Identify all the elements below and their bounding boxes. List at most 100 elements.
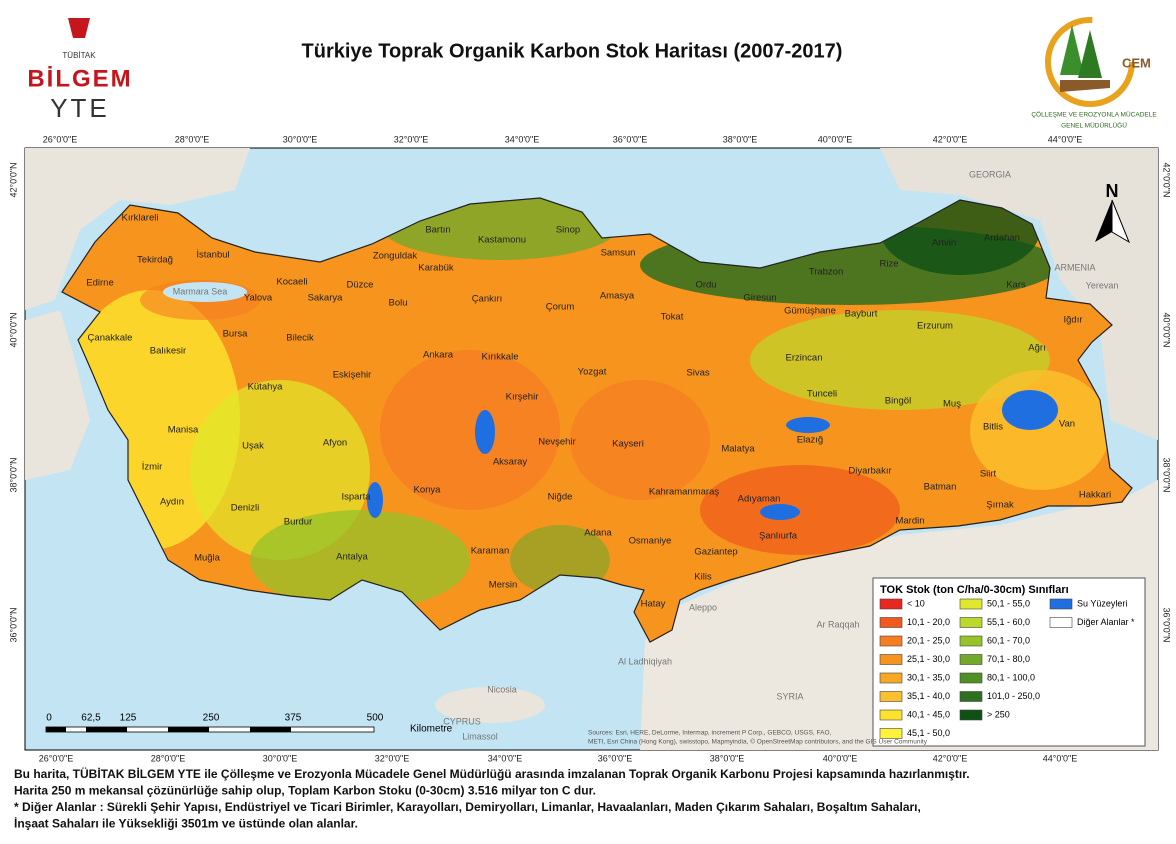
province-label: Elazığ [797, 435, 823, 446]
province-label: Balıkesir [150, 346, 186, 357]
map-sources: METI, Esri China (Hong Kong), swisstopo,… [588, 738, 928, 746]
legend-swatch [959, 635, 983, 647]
scale-label: 500 [367, 713, 384, 724]
longitude-label: 32°0'0"E [375, 753, 410, 763]
province-label: Kocaeli [276, 277, 307, 288]
province-label: Kayseri [612, 439, 644, 450]
greece-land [25, 310, 90, 480]
caucasus-land [880, 148, 1158, 440]
footer-line: * Diğer Alanlar : Sürekli Şehir Yapısı, … [14, 800, 921, 814]
province-label: Hatay [641, 599, 666, 610]
legend-swatch [959, 672, 983, 684]
province-label: Malatya [721, 444, 755, 455]
province-label: Yalova [244, 293, 273, 304]
province-label: Karabük [418, 263, 454, 274]
legend-swatch [1049, 598, 1073, 610]
province-label: Kırıkkale [482, 352, 519, 363]
province-label: Çankırı [472, 294, 503, 305]
legend-label: 35,1 - 40,0 [907, 691, 950, 701]
balkans-land [25, 148, 250, 310]
longitude-label: 42°0'0"E [933, 753, 968, 763]
scale-label: 125 [120, 713, 137, 724]
longitude-label: 28°0'0"E [175, 134, 210, 144]
legend-label: 70,1 - 80,0 [987, 654, 1030, 664]
marmara-sea [163, 282, 247, 302]
province-label: Şanlıurfa [759, 531, 798, 542]
province-label: Gaziantep [694, 547, 737, 558]
province-label: Karaman [471, 546, 510, 557]
province-label: Hakkari [1079, 490, 1111, 501]
longitude-label: 44°0'0"E [1048, 134, 1083, 144]
north-arrow: N [1095, 181, 1131, 244]
cyprus-land [435, 687, 545, 723]
legend-swatch [959, 598, 983, 610]
province-label: Mardin [895, 516, 924, 527]
province-label: Düzce [347, 280, 374, 291]
longitude-label: 38°0'0"E [710, 753, 745, 763]
province-label: İzmir [142, 462, 163, 473]
soc-patch [570, 380, 710, 500]
salt-lake [475, 410, 495, 454]
scale-label: 250 [203, 713, 220, 724]
legend-label: 10,1 - 20,0 [907, 617, 950, 627]
legend-label: 80,1 - 100,0 [987, 672, 1035, 682]
province-label: Tunceli [807, 389, 837, 400]
longitude-label: 32°0'0"E [394, 134, 429, 144]
legend-label: 25,1 - 30,0 [907, 654, 950, 664]
province-label: Ağrı [1028, 343, 1045, 354]
province-label: Uşak [242, 441, 264, 452]
province-label: Giresun [743, 293, 776, 304]
scale-label: 62,5 [81, 713, 101, 724]
province-label: Trabzon [809, 267, 844, 278]
province-label: Kırşehir [506, 392, 539, 403]
province-label: Kahramanmaraş [649, 487, 719, 498]
legend-box [872, 577, 1146, 747]
logo-org: TÜBİTAK [62, 51, 96, 60]
province-label: Aksaray [493, 457, 528, 468]
province-label: Van [1059, 419, 1075, 430]
place-label: Aleppo [689, 602, 717, 612]
province-label: Kilis [694, 572, 712, 583]
province-label: Artvin [932, 238, 956, 249]
province-label: Kırklareli [122, 213, 159, 224]
reservoir [786, 417, 830, 433]
legend-label: 20,1 - 25,0 [907, 635, 950, 645]
province-label: Sivas [686, 368, 709, 379]
soc-patch [380, 350, 560, 510]
province-label: Kütahya [248, 382, 284, 393]
legend-swatch [959, 691, 983, 702]
legend-label: > 250 [987, 709, 1010, 719]
latitude-label: 38°0'0"N [1162, 457, 1172, 492]
latitude-label: 42°0'0"N [1162, 162, 1172, 197]
place-label: Limassol [462, 731, 498, 741]
province-label: Adana [584, 528, 612, 539]
scale-label: 0 [46, 713, 52, 724]
province-label: Nevşehir [538, 437, 576, 448]
legend-swatch [879, 635, 903, 647]
province-label: Muş [943, 399, 961, 410]
province-label: Yozgat [578, 367, 607, 378]
longitude-label: 40°0'0"E [818, 134, 853, 144]
soc-patch [250, 510, 470, 610]
province-label: Iğdır [1063, 315, 1082, 326]
legend-swatch [959, 617, 983, 628]
legend-swatch [879, 617, 903, 628]
legend-swatch [1049, 617, 1073, 628]
latitude-label: 36°0'0"N [8, 607, 18, 642]
province-label: Bayburt [845, 309, 878, 320]
province-label: Bingöl [885, 396, 911, 407]
province-label: Tokat [661, 312, 684, 323]
legend-swatch [879, 654, 903, 665]
legend-swatch [879, 598, 903, 610]
latitude-label: 38°0'0"N [8, 457, 18, 492]
place-label: SYRIA [776, 691, 803, 701]
legend-swatch [879, 709, 903, 721]
province-label: İstanbul [196, 250, 229, 261]
place-label: Al Ladhiqiyah [618, 656, 672, 666]
province-label: Kars [1006, 280, 1026, 291]
province-label: Gümüşhane [784, 306, 836, 317]
longitude-label: 42°0'0"E [933, 134, 968, 144]
province-label: Bartın [425, 225, 450, 236]
province-label: Diyarbakır [848, 466, 891, 477]
